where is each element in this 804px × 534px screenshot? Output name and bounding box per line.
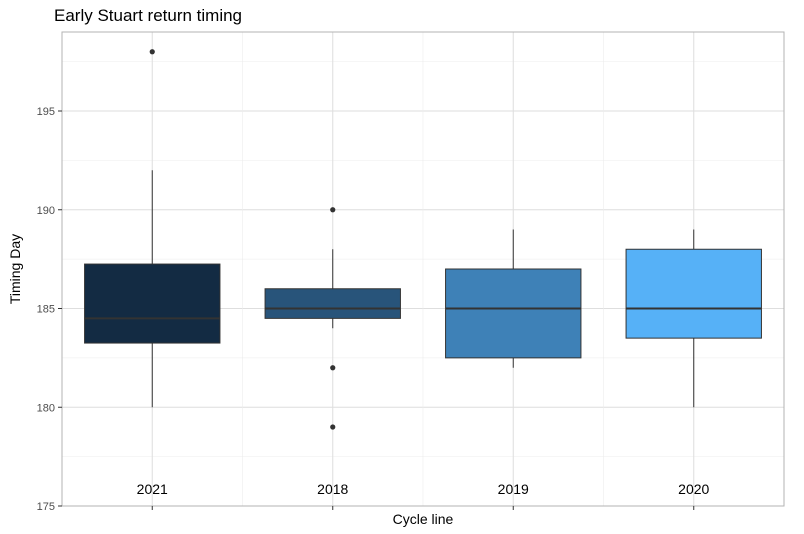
box-body [264,288,401,319]
category-label: 2020 [678,481,709,497]
category-label: 2018 [317,481,348,497]
box-body [445,268,582,359]
box-2019: 2019 [445,229,582,497]
outlier-point [330,424,336,430]
box-2021: 2021 [84,49,221,497]
y-tick-label: 175 [37,501,55,513]
box-2018: 2018 [264,207,401,497]
x-axis [151,506,695,510]
chart-title: Early Stuart return timing [54,6,243,25]
boxes: 2021 2018 2019 2020 [84,49,762,497]
box-body [625,248,762,339]
plot-border [61,31,785,507]
box-body [84,263,221,344]
y-tick-label: 180 [37,402,55,414]
category-label: 2021 [137,481,168,497]
y-tick-label: 185 [37,304,55,316]
y-axis: 175 180 185 190 195 [37,106,62,513]
outlier-point [330,207,336,213]
box-2020: 2020 [625,229,762,497]
y-axis-title: Timing Day [7,234,23,304]
category-label: 2019 [498,481,529,497]
y-tick-label: 195 [37,106,55,118]
x-axis-title: Cycle line [393,511,454,527]
y-tick-label: 190 [37,205,55,217]
outlier-point [149,49,155,55]
outlier-point [330,365,336,371]
